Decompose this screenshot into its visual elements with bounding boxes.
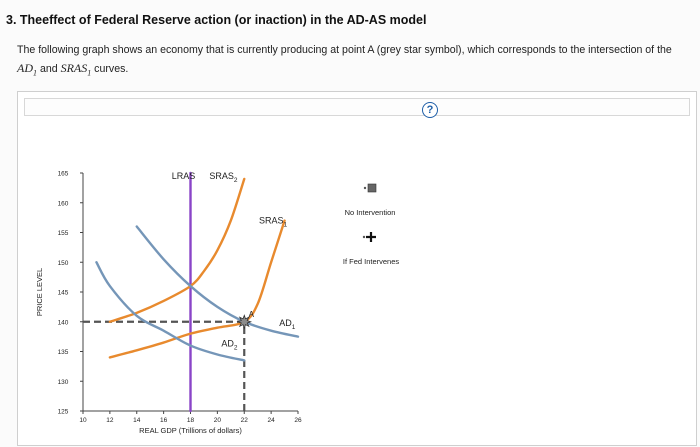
y-axis-label: PRICE LEVEL xyxy=(35,268,44,316)
x-tick-label: 26 xyxy=(294,417,302,424)
lras-label: LRAS xyxy=(172,171,196,181)
sras1-label: SRAS1 xyxy=(259,216,288,229)
ad2-curve[interactable] xyxy=(95,261,246,362)
legend-label-no-intervention: No Intervention xyxy=(345,208,396,217)
x-tick-label: 20 xyxy=(214,417,222,424)
y-tick-label: 160 xyxy=(58,200,69,207)
fed-intervenes-marker-icon[interactable] xyxy=(366,232,376,242)
y-tick-label: 150 xyxy=(58,260,69,267)
x-tick-label: 12 xyxy=(106,417,114,424)
y-tick-label: 135 xyxy=(58,349,69,356)
point-a-star-icon[interactable] xyxy=(236,314,253,330)
ad1-label: AD1 xyxy=(279,318,296,331)
no-intervention-marker-icon[interactable] xyxy=(367,183,377,193)
x-tick-label: 10 xyxy=(79,417,87,424)
sras1-curve[interactable] xyxy=(108,219,286,359)
ad1-curve[interactable] xyxy=(135,225,300,338)
y-tick-label: 130 xyxy=(58,379,69,386)
ad-as-graph[interactable]: 10 12 14 16 18 20 22 24 26 125 130 135 140 145 150 155 1… xyxy=(18,92,698,447)
sras-symbol: SRAS1 xyxy=(60,61,92,78)
x-axis-label: REAL GDP (Trillions of dollars) xyxy=(139,426,242,435)
sras2-curve[interactable] xyxy=(108,177,246,323)
legend-label-fed-intervenes: If Fed Intervenes xyxy=(343,257,400,266)
question-title: 3. Theeffect of Federal Reserve action (… xyxy=(6,13,427,27)
ad-symbol: AD1 xyxy=(17,61,37,78)
help-icon[interactable]: ? xyxy=(422,102,438,118)
x-tick-label: 18 xyxy=(187,417,195,424)
y-tick-label: 145 xyxy=(58,290,69,297)
x-tick-label: 16 xyxy=(160,417,168,424)
graph-toolbar: ? xyxy=(24,98,690,118)
question-text: The following graph shows an economy tha… xyxy=(17,44,672,78)
y-tick-label: 155 xyxy=(58,230,69,237)
y-tick-label: 165 xyxy=(58,171,69,178)
legend-dot xyxy=(363,186,367,190)
y-tick-label: 140 xyxy=(58,319,69,326)
x-tick-label: 24 xyxy=(268,417,276,424)
legend-dot xyxy=(362,235,366,239)
x-tick-label: 14 xyxy=(133,417,141,424)
sras2-label: SRAS2 xyxy=(209,171,238,184)
graph-panel: ? 10 12 14 16 18 20 22 24 26 125 130 135 140 145 150 15… xyxy=(17,91,697,446)
point-a-label: A xyxy=(249,310,255,319)
x-tick-label: 22 xyxy=(241,417,249,424)
ad2-label: AD2 xyxy=(221,339,238,352)
y-tick-label: 125 xyxy=(58,409,69,416)
